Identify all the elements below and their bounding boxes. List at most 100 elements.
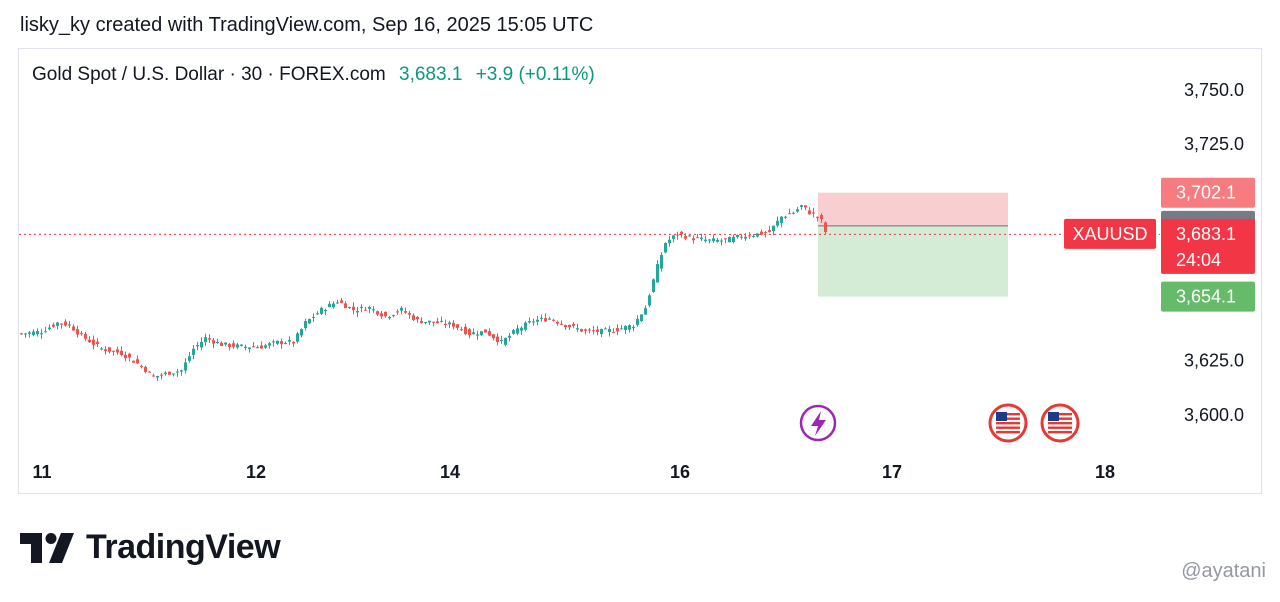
candle — [216, 338, 219, 344]
candle-body — [508, 335, 511, 338]
us-flag-stripe — [1048, 413, 1072, 416]
x-axis-tick: 16 — [670, 462, 690, 482]
candle-body — [652, 279, 655, 293]
candle — [24, 333, 27, 338]
candle — [584, 328, 587, 335]
candle-body — [256, 347, 259, 349]
candle — [292, 341, 295, 347]
candle — [504, 337, 507, 347]
chart-panel[interactable] — [18, 48, 1262, 494]
us-flag-canton — [996, 412, 1007, 421]
candle-body — [532, 321, 535, 323]
candle — [276, 340, 279, 345]
candle — [624, 325, 627, 334]
candle — [772, 225, 775, 236]
watermark: @ayatani — [1181, 560, 1266, 582]
candle — [532, 318, 535, 326]
candle — [512, 329, 515, 335]
candle — [684, 233, 687, 241]
candle — [92, 335, 95, 350]
candle — [560, 320, 563, 326]
lightning-icon[interactable] — [799, 404, 837, 442]
candle-body — [24, 333, 27, 335]
y-axis-tick: 3,625.0 — [1184, 351, 1244, 371]
candle-body — [756, 233, 759, 237]
candle-body — [592, 330, 595, 332]
candle — [496, 333, 499, 346]
candle-body — [392, 315, 395, 317]
candle — [428, 320, 431, 325]
candle — [416, 315, 419, 323]
candle-body — [608, 328, 611, 333]
candle-body — [680, 231, 683, 235]
candle — [264, 343, 267, 349]
candle — [592, 325, 595, 335]
candle — [300, 328, 303, 338]
candle — [528, 317, 531, 324]
candle — [28, 330, 31, 338]
candle — [724, 238, 727, 244]
candle-body — [728, 237, 731, 243]
candle-body — [336, 302, 339, 304]
candle-body — [580, 328, 583, 332]
candle-body — [676, 234, 679, 236]
candle — [328, 301, 331, 308]
symbol-label-bg — [1064, 218, 1156, 249]
candle-body — [748, 235, 751, 237]
candle — [228, 342, 231, 351]
candle — [308, 318, 311, 325]
candle-body — [348, 307, 351, 309]
candle-body — [36, 331, 39, 335]
x-axis-tick: 17 — [882, 462, 902, 482]
candle-body — [572, 323, 575, 326]
candle — [480, 331, 483, 336]
candle — [676, 231, 679, 240]
candle-body — [172, 373, 175, 375]
candle — [112, 350, 115, 356]
candle-body — [544, 318, 547, 322]
take-profit-zone[interactable] — [818, 225, 1008, 297]
candle-body — [712, 238, 715, 242]
candle-body — [112, 350, 115, 352]
candle-body — [116, 349, 119, 353]
candle — [88, 336, 91, 343]
price-change: +3.9 (+0.11%) — [475, 64, 595, 85]
candle — [252, 342, 255, 348]
candle-body — [632, 326, 635, 328]
us-flag-icon[interactable] — [988, 403, 1028, 443]
us-flag-stripe — [996, 413, 1020, 416]
candle-body — [280, 341, 283, 345]
last-price-tag-value: 3,683.1 — [1176, 224, 1236, 244]
us-flag-stripe — [1048, 422, 1072, 425]
candle — [196, 341, 199, 351]
candle-body — [284, 343, 287, 345]
candle — [32, 329, 35, 337]
candle-body — [752, 235, 755, 237]
candle — [132, 360, 135, 363]
candle — [664, 242, 667, 254]
candle — [548, 316, 551, 321]
candle — [736, 234, 739, 239]
candle — [476, 330, 479, 340]
candle — [620, 325, 623, 330]
us-flag-icon[interactable] — [1040, 403, 1080, 443]
candle-body — [388, 316, 391, 319]
candle — [580, 328, 583, 333]
candle-body — [620, 328, 623, 330]
candle — [760, 229, 763, 236]
candle — [72, 324, 75, 331]
candle-body — [416, 316, 419, 320]
candle — [800, 204, 803, 210]
stop-loss-zone[interactable] — [818, 192, 1008, 226]
candle — [188, 352, 191, 363]
candle — [60, 323, 63, 329]
candle-body — [548, 318, 551, 320]
candle — [752, 234, 755, 238]
candle-body — [736, 234, 739, 238]
candle-body — [64, 321, 67, 326]
candle — [40, 328, 43, 339]
tradingview-logo[interactable]: TradingView — [20, 528, 281, 567]
candle — [404, 307, 407, 314]
us-flag-stripe — [1048, 431, 1072, 434]
